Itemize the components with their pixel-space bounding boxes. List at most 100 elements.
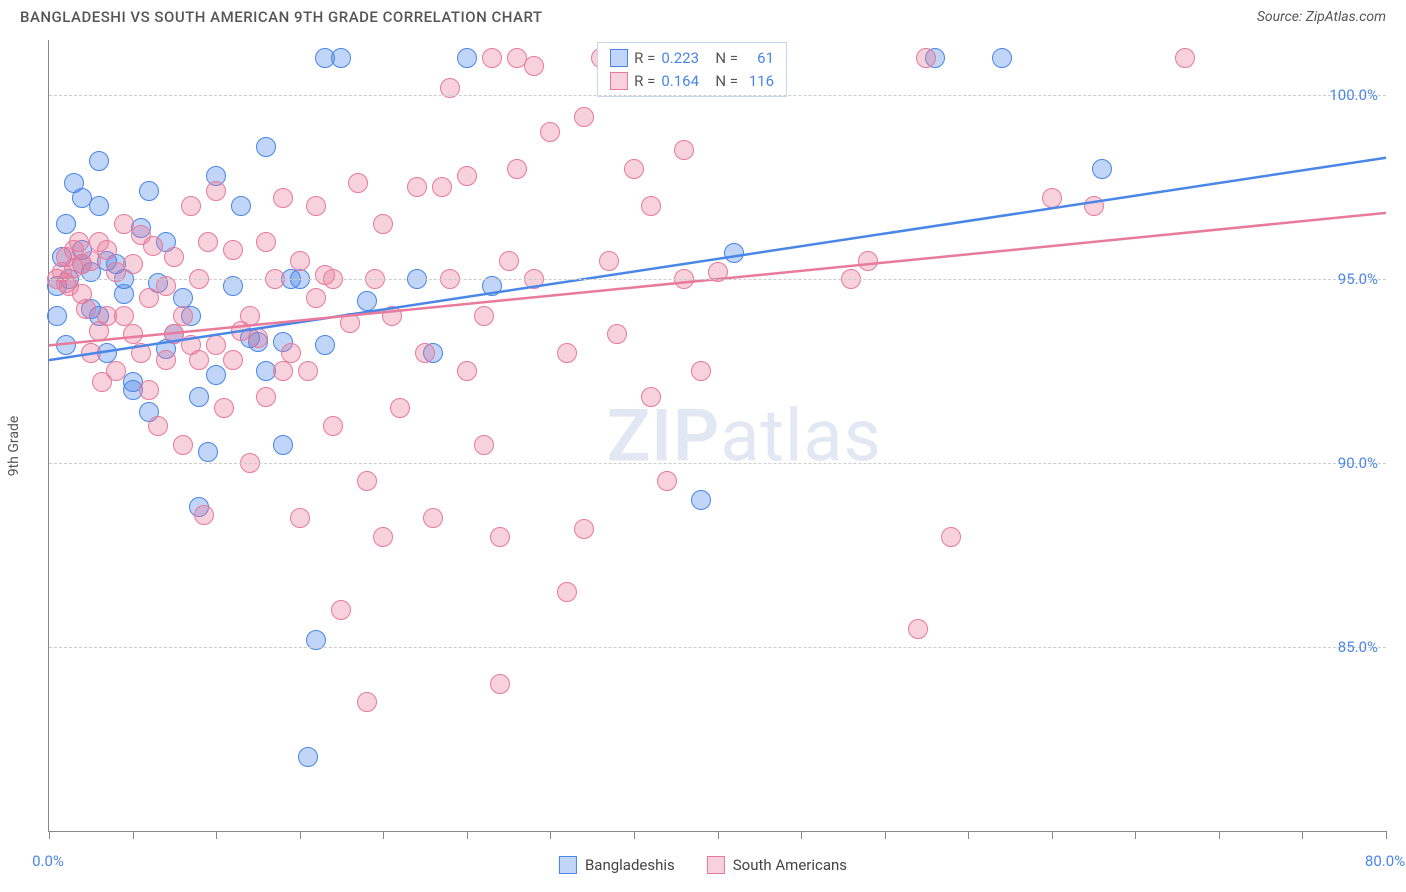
scatter-point-south_americans <box>331 600 351 620</box>
x-tick <box>1219 831 1220 839</box>
swatch-bangladeshis <box>559 856 577 874</box>
stats-legend: R =0.223N =61R =0.164N =116 <box>597 42 787 97</box>
scatter-point-south_americans <box>457 361 477 381</box>
scatter-point-bangladeshis <box>992 48 1012 68</box>
scatter-point-south_americans <box>357 692 377 712</box>
x-tick <box>133 831 134 839</box>
scatter-point-south_americans <box>315 265 335 285</box>
scatter-point-bangladeshis <box>89 151 109 171</box>
scatter-point-south_americans <box>106 361 126 381</box>
scatter-point-south_americans <box>131 343 151 363</box>
scatter-point-south_americans <box>474 435 494 455</box>
scatter-point-south_americans <box>298 361 318 381</box>
scatter-point-south_americans <box>407 177 427 197</box>
scatter-point-south_americans <box>306 196 326 216</box>
x-tick-label: 80.0% <box>1365 852 1405 870</box>
scatter-point-south_americans <box>657 471 677 491</box>
scatter-point-south_americans <box>156 350 176 370</box>
x-tick <box>300 831 301 839</box>
scatter-point-south_americans <box>423 508 443 528</box>
scatter-point-south_americans <box>674 140 694 160</box>
scatter-point-bangladeshis <box>457 48 477 68</box>
scatter-point-bangladeshis <box>89 196 109 216</box>
scatter-point-south_americans <box>457 166 477 186</box>
scatter-point-bangladeshis <box>231 196 251 216</box>
scatter-point-bangladeshis <box>315 335 335 355</box>
scatter-point-south_americans <box>198 232 218 252</box>
scatter-point-south_americans <box>214 398 234 418</box>
scatter-point-bangladeshis <box>56 214 76 234</box>
scatter-point-south_americans <box>148 416 168 436</box>
y-tick-label: 85.0% <box>1338 638 1378 656</box>
series-legend: BangladeshisSouth Americans <box>559 856 847 874</box>
y-tick-label: 90.0% <box>1338 454 1378 472</box>
scatter-point-south_americans <box>574 519 594 539</box>
x-tick-label: 0.0% <box>32 852 64 870</box>
scatter-point-south_americans <box>69 232 89 252</box>
scatter-point-south_americans <box>223 240 243 260</box>
scatter-point-bangladeshis <box>198 442 218 462</box>
y-axis-label: 9th Grade <box>6 416 22 477</box>
y-tick-label: 100.0% <box>1329 86 1378 104</box>
swatch-south_americans <box>610 72 628 90</box>
scatter-point-south_americans <box>382 306 402 326</box>
x-tick <box>634 831 635 839</box>
scatter-point-bangladeshis <box>256 137 276 157</box>
scatter-point-south_americans <box>123 324 143 344</box>
gridline <box>49 463 1386 464</box>
x-tick <box>801 831 802 839</box>
scatter-point-bangladeshis <box>206 365 226 385</box>
scatter-point-south_americans <box>641 196 661 216</box>
legend-item-bangladeshis: Bangladeshis <box>559 856 675 874</box>
scatter-point-south_americans <box>557 582 577 602</box>
scatter-point-south_americans <box>490 674 510 694</box>
scatter-point-south_americans <box>189 350 209 370</box>
x-tick <box>216 831 217 839</box>
y-tick-label: 95.0% <box>1338 270 1378 288</box>
legend-label: Bangladeshis <box>585 856 675 874</box>
scatter-point-south_americans <box>290 508 310 528</box>
scatter-point-south_americans <box>490 527 510 547</box>
scatter-point-south_americans <box>273 361 293 381</box>
scatter-point-south_americans <box>223 350 243 370</box>
scatter-point-south_americans <box>181 196 201 216</box>
scatter-point-south_americans <box>206 181 226 201</box>
scatter-point-south_americans <box>81 343 101 363</box>
scatter-point-bangladeshis <box>357 291 377 311</box>
scatter-point-south_americans <box>256 387 276 407</box>
source-label: Source: ZipAtlas.com <box>1257 9 1386 25</box>
chart-header: BANGLADESHI VS SOUTH AMERICAN 9TH GRADE … <box>0 0 1406 30</box>
scatter-point-south_americans <box>1084 196 1104 216</box>
scatter-point-bangladeshis <box>56 335 76 355</box>
scatter-point-south_americans <box>164 247 184 267</box>
scatter-point-south_americans <box>281 343 301 363</box>
scatter-point-south_americans <box>373 214 393 234</box>
gridline <box>49 95 1386 96</box>
scatter-point-south_americans <box>507 159 527 179</box>
scatter-point-south_americans <box>97 240 117 260</box>
scatter-point-south_americans <box>1042 188 1062 208</box>
scatter-point-south_americans <box>139 380 159 400</box>
scatter-point-south_americans <box>357 471 377 491</box>
swatch-bangladeshis <box>610 49 628 67</box>
scatter-point-south_americans <box>248 328 268 348</box>
scatter-point-south_americans <box>143 236 163 256</box>
scatter-point-south_americans <box>858 251 878 271</box>
scatter-point-south_americans <box>173 306 193 326</box>
x-tick <box>1302 831 1303 839</box>
scatter-point-south_americans <box>76 299 96 319</box>
scatter-point-south_americans <box>916 48 936 68</box>
r-value: 0.223 <box>661 47 709 70</box>
scatter-point-bangladeshis <box>1092 159 1112 179</box>
scatter-point-south_americans <box>1175 48 1195 68</box>
scatter-point-south_americans <box>624 159 644 179</box>
scatter-point-south_americans <box>290 251 310 271</box>
scatter-point-bangladeshis <box>298 747 318 767</box>
x-tick <box>550 831 551 839</box>
x-tick <box>968 831 969 839</box>
scatter-point-south_americans <box>607 324 627 344</box>
scatter-point-south_americans <box>574 107 594 127</box>
scatter-point-south_americans <box>941 527 961 547</box>
scatter-point-south_americans <box>373 527 393 547</box>
n-value: 61 <box>744 47 774 70</box>
